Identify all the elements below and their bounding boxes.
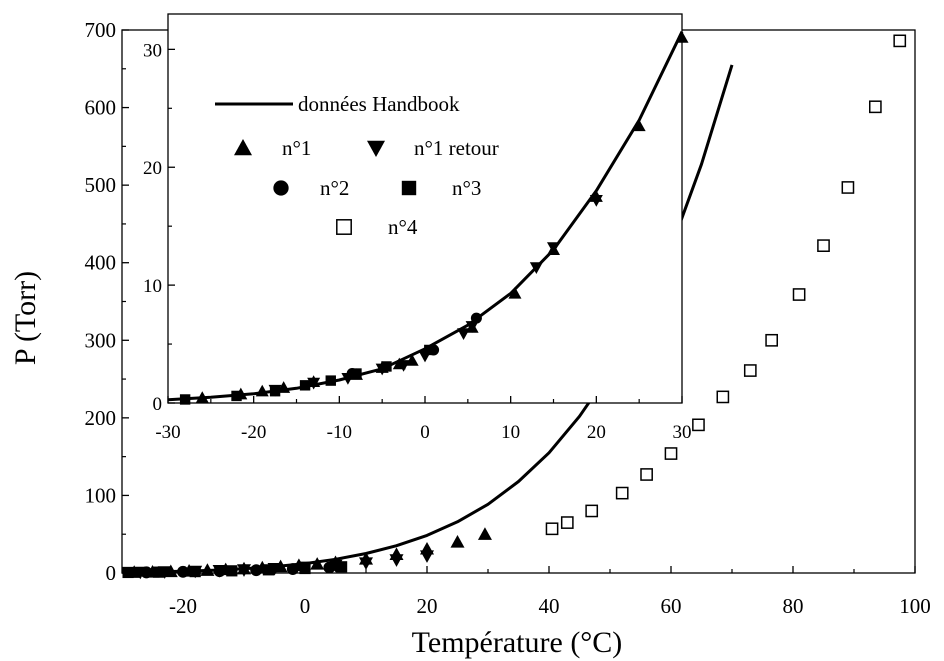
- main-x-tick-label: 80: [783, 594, 804, 618]
- legend-label: n°1: [282, 136, 311, 160]
- main-y-tick-label: 200: [85, 406, 117, 430]
- inset-point-square: [269, 386, 281, 397]
- main-point-circle: [250, 564, 263, 577]
- main-point-square-open: [841, 181, 855, 194]
- main-point-circle: [286, 563, 299, 575]
- legend-label: données Handbook: [298, 92, 460, 116]
- x-axis-label: Température (°C): [412, 626, 623, 659]
- main-point-square-open: [640, 468, 653, 481]
- main-point-square-open: [585, 504, 599, 518]
- main-point-square: [336, 561, 348, 573]
- inset-x-tick-label: 10: [501, 422, 520, 443]
- main-y-tick-label: 300: [85, 328, 117, 352]
- main-point-triangle-up: [477, 527, 492, 540]
- inset-point-square: [299, 380, 311, 391]
- inset-point-square: [351, 368, 362, 379]
- main-point-square-open: [615, 486, 629, 500]
- main-x-tick-label: 0: [300, 594, 311, 618]
- main-point-circle: [213, 565, 226, 578]
- main-point-triangle-down: [420, 550, 434, 563]
- inset-point-triangle-down: [307, 377, 321, 390]
- inset-point-square: [424, 344, 435, 356]
- legend-marker: [234, 139, 252, 156]
- main-point-square-open: [716, 390, 730, 404]
- legend-label: n°3: [452, 176, 481, 200]
- main-x-tick-label: 40: [539, 594, 560, 618]
- inset-y-tick-label: 20: [143, 158, 162, 179]
- main-y-tick-label: 100: [85, 483, 117, 507]
- main-point-square-open: [692, 418, 705, 432]
- inset-x-tick-label: 20: [587, 422, 606, 443]
- main-point-square: [226, 565, 238, 577]
- inset-point-square: [231, 390, 242, 402]
- main-x-tick-label: -20: [169, 594, 197, 618]
- inset-x-tick-label: -20: [241, 422, 266, 443]
- inset-point-triangle-up: [277, 381, 291, 393]
- inset-x-tick-label: 30: [673, 422, 692, 443]
- inset-point-square: [179, 394, 191, 405]
- inset-point-square: [381, 361, 392, 372]
- inset-point-triangle-up: [508, 286, 522, 299]
- inset-point-triangle-up: [255, 384, 269, 397]
- legend-marker: [336, 219, 352, 235]
- legend-label: n°2: [320, 176, 349, 200]
- main-point-square-open: [743, 364, 757, 377]
- inset-y-tick-label: 0: [153, 394, 163, 415]
- inset-y-tick-label: 30: [143, 40, 162, 61]
- inset-point-triangle-down: [589, 195, 603, 207]
- main-x-tick-label: 60: [661, 594, 682, 618]
- main-point-square-open: [893, 34, 907, 48]
- main-point-square-open: [545, 522, 559, 536]
- main-point-square-open: [664, 447, 678, 460]
- inset-point-triangle-up: [195, 391, 209, 403]
- inset-plot: -30 -20 -10 0 10 20 30 0 10 20 30 données Handbook n…: [143, 13, 692, 443]
- inset-point-triangle-down: [457, 328, 471, 340]
- inset-point-triangle-up: [405, 354, 419, 366]
- main-y-tick-label: 0: [106, 561, 117, 585]
- main-point-square-open: [765, 333, 778, 347]
- inset-point-triangle-down: [397, 360, 411, 372]
- main-point-triangle-up: [310, 557, 325, 570]
- inset-point-square: [325, 375, 336, 386]
- main-point-circle: [323, 561, 336, 574]
- inset-point-circle: [470, 312, 482, 324]
- inset-point-triangle-down: [547, 242, 560, 254]
- main-y-tick-label: 500: [85, 173, 117, 197]
- main-point-square: [262, 564, 274, 576]
- inset-x-tick-label: 0: [420, 422, 430, 443]
- legend-marker: [367, 140, 385, 157]
- main-point-triangle-up: [450, 534, 465, 548]
- y-axis-label: P (Torr): [9, 271, 42, 365]
- legend-label: n°1 retour: [414, 136, 499, 160]
- main-point-square-open: [560, 516, 574, 529]
- main-point-triangle-down: [389, 554, 404, 567]
- main-point-square-open: [817, 239, 830, 252]
- inset-y-tick-label: 10: [143, 276, 162, 297]
- legend-marker: [273, 180, 289, 196]
- main-x-tick-label: 20: [417, 594, 438, 618]
- inset-point-triangle-down: [465, 321, 479, 333]
- legend: données Handbook n°1 n°1 retour n°2 n°3 n°4: [215, 92, 499, 239]
- main-y-tick-label: 400: [85, 251, 117, 275]
- main-point-square-open: [792, 288, 806, 301]
- legend-label: n°4: [388, 215, 418, 239]
- main-y-tick-label: 700: [85, 18, 117, 42]
- inset-x-tick-label: -10: [327, 422, 352, 443]
- legend-marker: [401, 180, 417, 196]
- main-point-square: [153, 566, 165, 578]
- main-y-tick-label: 600: [85, 96, 117, 120]
- main-point-triangle-down: [359, 557, 373, 570]
- main-point-square: [189, 566, 201, 578]
- inset-point-triangle-down: [529, 262, 543, 274]
- inset-x-tick-label: -30: [155, 422, 180, 443]
- main-x-tick-label: 100: [899, 594, 931, 618]
- inset-point-triangle-up: [632, 119, 646, 132]
- main-point-square-open: [869, 100, 882, 114]
